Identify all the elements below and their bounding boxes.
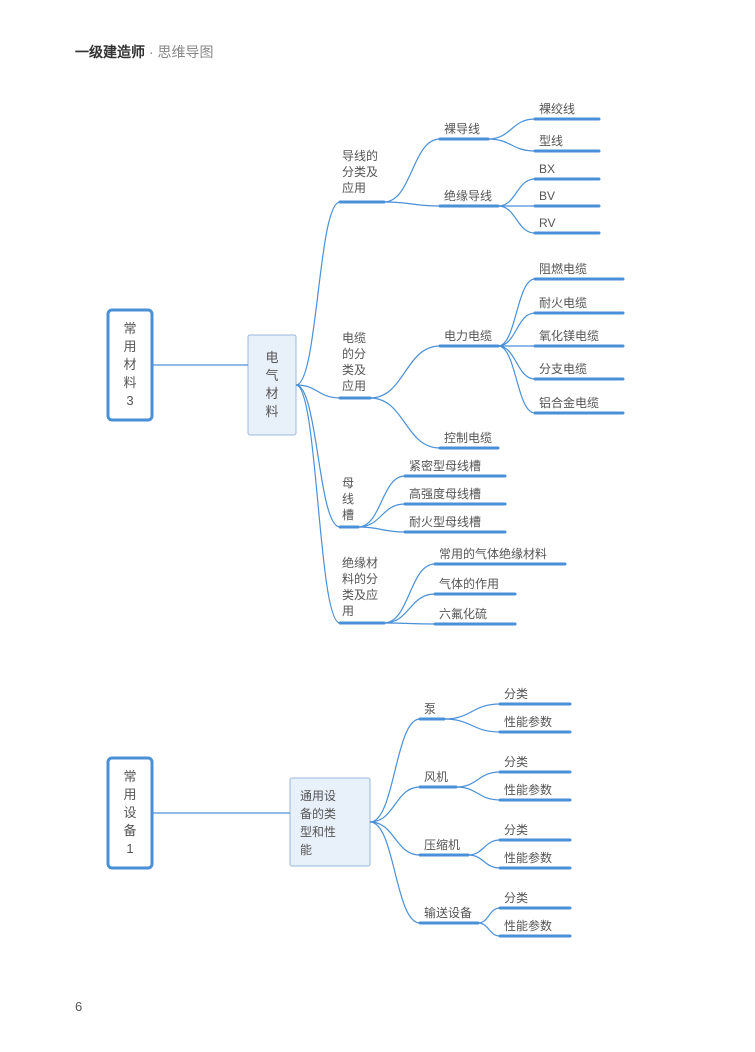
node-label: 应用 — [342, 378, 366, 393]
mindmap-canvas: 常用材料3电气材料导线的分类及应用裸导线裸绞线型线绝缘导线BXBVRV电缆的分类… — [0, 0, 755, 1052]
leaf-node: 耐火电缆 — [539, 296, 587, 310]
box-label: 能 — [300, 843, 312, 857]
connector — [384, 623, 435, 624]
box-label: 用 — [123, 339, 136, 354]
leaf-node: RV — [539, 216, 555, 230]
box-label: 备 — [123, 823, 136, 838]
connector — [370, 719, 420, 822]
box-label: 料 — [123, 375, 136, 390]
box-label: 气 — [265, 368, 278, 383]
leaf-node: 性能参数 — [504, 918, 552, 933]
box-label: 通用设 — [300, 789, 336, 803]
connector — [488, 119, 535, 139]
connector — [384, 564, 435, 623]
node-label: 料的分 — [342, 571, 378, 586]
connector — [384, 202, 440, 206]
mid-node: 泵 — [424, 702, 436, 716]
node-label: 用 — [342, 604, 354, 618]
mid-node: 绝缘导线 — [444, 188, 492, 203]
box-label: 材 — [265, 386, 278, 401]
connector — [456, 772, 500, 787]
connector — [384, 139, 440, 202]
mid-node: 风机 — [424, 770, 448, 784]
leaf-node: 裸绞线 — [539, 101, 575, 116]
leaf-node: 控制电缆 — [444, 431, 492, 445]
connector — [498, 346, 535, 379]
connector — [444, 704, 500, 719]
leaf-node: 气体的作用 — [439, 576, 499, 591]
node-label: 分类及 — [342, 165, 378, 179]
leaf-node: 性能参数 — [504, 782, 552, 797]
mid-node: 压缩机 — [424, 837, 460, 852]
box-label: 料 — [265, 404, 278, 419]
connector — [370, 822, 420, 923]
node-label: 导线的 — [342, 148, 378, 163]
connector — [370, 398, 440, 448]
box-label: 材 — [123, 357, 136, 372]
leaf-node: 分类 — [504, 823, 528, 837]
connector — [488, 139, 535, 151]
connector — [358, 527, 405, 532]
leaf-node: 氧化镁电缆 — [539, 329, 599, 343]
box-label: 常 — [123, 769, 136, 784]
mid-node: 电力电缆 — [444, 329, 492, 343]
node-label: 母 — [342, 476, 354, 490]
connector — [498, 279, 535, 346]
box-label: 用 — [123, 787, 136, 802]
node-label: 绝缘材 — [342, 555, 378, 570]
node-label: 类及 — [342, 363, 366, 377]
connector — [468, 840, 500, 855]
box-label: 3 — [126, 393, 133, 408]
connector — [370, 822, 420, 855]
connector — [478, 908, 500, 923]
mid-node: 裸导线 — [444, 121, 480, 136]
connector — [296, 202, 340, 385]
connector — [370, 787, 420, 822]
box-label: 常 — [123, 321, 136, 336]
leaf-node: 常用的气体绝缘材料 — [439, 546, 547, 561]
node-label: 电缆 — [342, 331, 366, 345]
box-label: 备的类 — [300, 806, 336, 821]
box-label: 电 — [265, 350, 278, 365]
mid-node: 输送设备 — [424, 905, 472, 920]
connector — [444, 719, 500, 732]
connector — [358, 476, 405, 527]
connector — [498, 313, 535, 346]
connector — [478, 923, 500, 936]
connector — [384, 594, 435, 623]
leaf-node: 型线 — [539, 134, 563, 148]
leaf-node: BV — [539, 189, 555, 203]
leaf-node: 高强度母线槽 — [409, 486, 481, 501]
connector — [296, 385, 340, 398]
node-label: 线 — [342, 492, 354, 506]
leaf-node: 分类 — [504, 755, 528, 769]
leaf-node: 分类 — [504, 891, 528, 905]
connector — [456, 787, 500, 800]
connector — [498, 179, 535, 206]
leaf-node: 紧密型母线槽 — [409, 458, 481, 473]
leaf-node: 分类 — [504, 687, 528, 701]
node-label: 类及应 — [342, 587, 378, 602]
leaf-node: 性能参数 — [504, 714, 552, 729]
connector — [358, 504, 405, 527]
connector — [296, 385, 340, 623]
node-label: 应用 — [342, 180, 366, 195]
box-label: 设 — [123, 805, 136, 820]
leaf-node: 性能参数 — [504, 850, 552, 865]
leaf-node: 阻燃电缆 — [539, 261, 587, 276]
leaf-node: 分支电缆 — [539, 362, 587, 376]
node-label: 的分 — [342, 346, 366, 361]
leaf-node: 铝合金电缆 — [539, 395, 599, 410]
box-label: 1 — [126, 841, 133, 856]
box-label: 型和性 — [300, 825, 336, 839]
connector — [370, 346, 440, 398]
connector — [498, 346, 535, 413]
leaf-node: 六氟化硫 — [439, 606, 487, 621]
connector — [498, 206, 535, 233]
connector — [468, 855, 500, 868]
leaf-node: 耐火型母线槽 — [409, 515, 481, 529]
node-label: 槽 — [342, 508, 354, 522]
leaf-node: BX — [539, 162, 555, 176]
